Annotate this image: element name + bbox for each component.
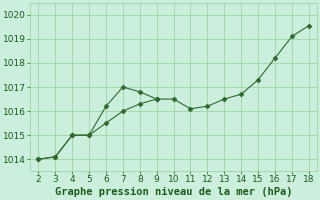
X-axis label: Graphe pression niveau de la mer (hPa): Graphe pression niveau de la mer (hPa) <box>55 187 292 197</box>
